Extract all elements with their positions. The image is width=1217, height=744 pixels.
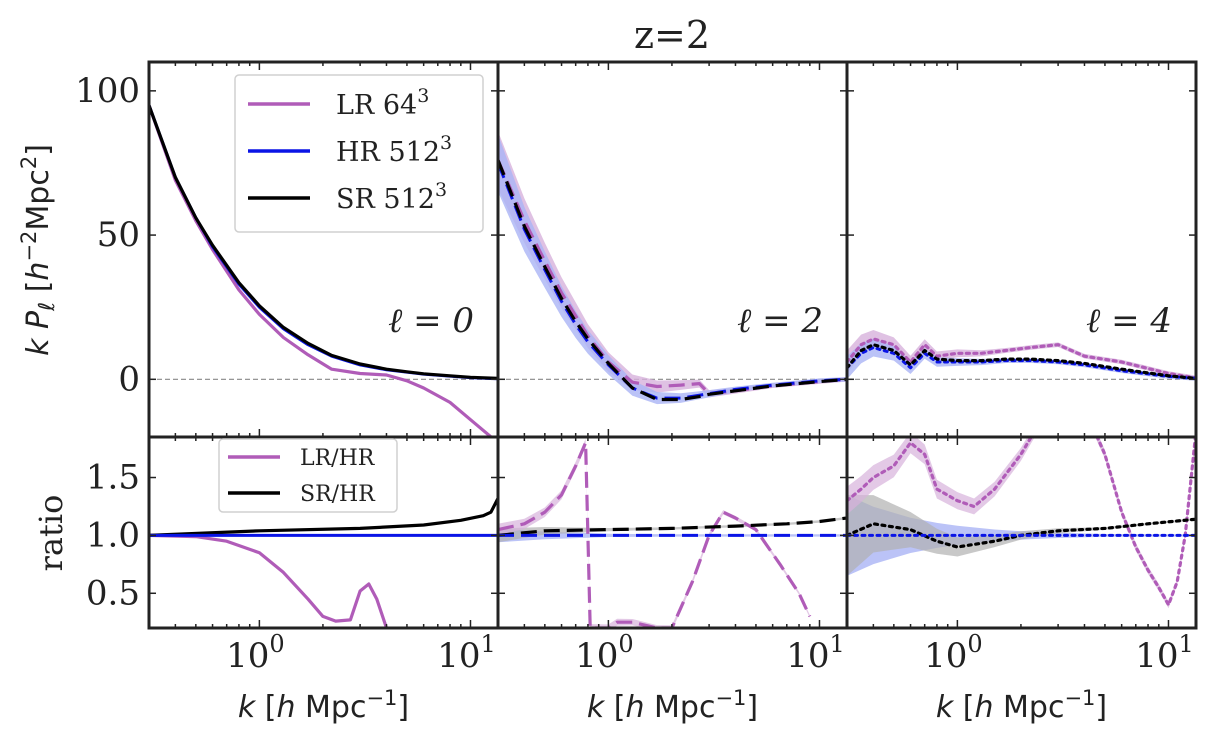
- panel-ratio-plot: [498, 438, 847, 628]
- y-tick-label-top: 0: [118, 359, 140, 399]
- x-axis-label: k [h Mpc−1]: [936, 686, 1107, 725]
- panel-top-plot: [847, 330, 1196, 381]
- x-axis-label: k [h Mpc−1]: [587, 686, 758, 725]
- sr-line-top: [847, 343, 1196, 380]
- lr-line-top: [847, 337, 1196, 380]
- panels: 100 101 ℓ = 0 100 101 ℓ = 2 100 101 ℓ = 4 0 50 100 0…: [75, 60, 1198, 676]
- x-tick-label: 101: [1135, 630, 1194, 676]
- legend-label: HR 5123: [336, 132, 452, 168]
- sr-ratio-line: [498, 516, 847, 537]
- hr-line-top: [498, 162, 847, 400]
- panel-ell-4: 100 101 ℓ = 4: [845, 60, 1198, 676]
- x-tick-label: 100: [575, 630, 634, 676]
- legend-label: SR/HR: [300, 482, 376, 507]
- chart-title: z=2: [634, 13, 710, 57]
- y-tick-label-ratio: 1.5: [86, 458, 140, 498]
- sr-line-top: [149, 104, 498, 380]
- ell-label: ℓ = 4: [1086, 301, 1172, 341]
- legend-label: LR 643: [336, 85, 429, 121]
- y-tick-label-top: 100: [75, 71, 140, 111]
- lr-ratio-line: [498, 441, 812, 628]
- panel-ratio-plot: [847, 437, 1196, 609]
- legend-top: LR 643 HR 5123 SR 5123: [234, 74, 484, 233]
- panel-ell-2: 100 101 ℓ = 2: [496, 60, 849, 676]
- sr-line-top: [498, 159, 847, 402]
- lr-band-ratio: [847, 437, 1196, 609]
- ell-label: ℓ = 2: [737, 301, 823, 341]
- legend-label: SR 5123: [336, 179, 447, 215]
- panel-top-plot: [498, 131, 847, 405]
- hr-line-top: [847, 346, 1196, 380]
- x-tick-label: 100: [924, 630, 983, 676]
- y-axis-label-top: k Pℓ [h−2Mpc2]: [17, 144, 60, 356]
- y-tick-label-ratio: 0.5: [86, 573, 140, 613]
- x-axis-label: k [h Mpc−1]: [238, 686, 409, 725]
- x-tick-label: 101: [437, 630, 496, 676]
- ell-label: ℓ = 0: [388, 301, 474, 341]
- panel-ratio-plot: [149, 497, 498, 628]
- lr-ratio-line: [149, 533, 389, 628]
- y-axis-label-bottom: ratio: [32, 495, 70, 572]
- legend-label: LR/HR: [300, 446, 376, 471]
- y-tick-label-top: 50: [97, 215, 140, 255]
- lr-ratio-line: [847, 437, 1196, 607]
- panel-top-plot: [149, 104, 498, 437]
- panel-ell-0: 100 101 ℓ = 0: [147, 60, 500, 676]
- y-tick-label-ratio: 1.0: [86, 515, 140, 555]
- lr-line-top: [498, 159, 847, 396]
- x-tick-label: 100: [226, 630, 285, 676]
- legend-top-frame: [234, 74, 484, 233]
- x-axis-labels: k [h Mpc−1] k [h Mpc−1] k [h Mpc−1]: [238, 686, 1107, 725]
- sr-ratio-line: [847, 517, 1196, 549]
- sr-ratio-line: [149, 497, 498, 537]
- legend-bottom: LR/HR SR/HR: [218, 438, 398, 513]
- panel-top-frame: [845, 60, 1198, 439]
- x-tick-label: 101: [786, 630, 845, 676]
